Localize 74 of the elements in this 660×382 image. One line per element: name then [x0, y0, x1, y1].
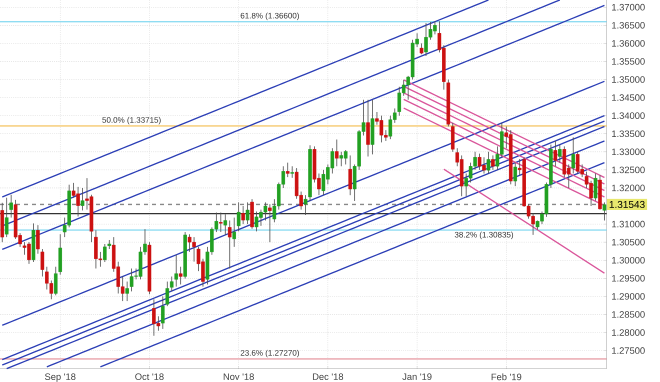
- candlestick: [178, 266, 182, 285]
- candlestick: [286, 162, 290, 178]
- candlestick: [103, 244, 107, 262]
- candlestick: [491, 155, 495, 170]
- y-tick-label: 1.31000: [612, 220, 645, 228]
- y-tick-label: 1.36500: [612, 22, 645, 29]
- x-tick-label: Jan '19: [402, 373, 432, 380]
- x-tick-label: Feb '19: [492, 373, 522, 380]
- candlestick: [40, 248, 44, 277]
- candlestick: [344, 150, 348, 165]
- candlestick: [107, 240, 112, 250]
- candlestick: [45, 266, 49, 290]
- x-tick-label: Nov '18: [224, 373, 254, 380]
- candlestick: [246, 202, 250, 224]
- y-tick-label: 1.34000: [612, 112, 645, 119]
- candlestick: [420, 42, 424, 55]
- candlestick: [232, 217, 236, 248]
- ref-line-label: 61.8% (1.36600): [240, 12, 299, 20]
- candlestick: [397, 86, 402, 116]
- y-tick-label: 1.30000: [612, 256, 645, 264]
- candlestick: [268, 204, 272, 243]
- y-tick-label: 1.30500: [612, 238, 645, 246]
- y-tick-label: 1.29000: [612, 293, 645, 300]
- candlestick: [554, 140, 558, 167]
- candlestick: [9, 194, 13, 218]
- candlestick: [602, 202, 606, 221]
- candlestick: [571, 136, 576, 174]
- y-tick-label: 1.28500: [612, 311, 645, 318]
- candlestick: [236, 202, 240, 232]
- candlestick: [513, 162, 518, 187]
- candlestick: [228, 220, 232, 269]
- candlestick: [290, 166, 294, 178]
- candlestick: [334, 139, 339, 167]
- candlestick: [241, 206, 245, 224]
- x-tick-label: Sep '18: [44, 373, 76, 382]
- x-tick-label: Oct '18: [135, 373, 164, 380]
- candlestick: [558, 144, 562, 164]
- y-tick-label: 1.36000: [612, 40, 645, 47]
- candlestick: [161, 296, 165, 330]
- candlestick: [165, 281, 170, 307]
- y-tick-label: 1.29500: [612, 275, 645, 282]
- candlestick: [54, 266, 58, 296]
- candlestick: [388, 115, 392, 140]
- candlestick: [304, 194, 308, 216]
- y-tick-label: 1.28000: [612, 329, 645, 336]
- y-tick-label: 1.35000: [612, 76, 645, 83]
- candlestick: [366, 99, 370, 157]
- y-tick-label: 1.37000: [612, 4, 645, 11]
- candlestick: [36, 224, 40, 254]
- candlestick: [219, 212, 223, 232]
- candlestick: [80, 188, 84, 211]
- candlestick: [4, 197, 8, 238]
- candlestick: [486, 151, 490, 174]
- y-tick-label: 1.33000: [612, 148, 645, 156]
- x-tick-label: Dec '18: [312, 373, 344, 380]
- y-tick-label: 1.33500: [612, 130, 645, 138]
- ref-line-label: 50.0% (1.33715): [102, 116, 161, 124]
- y-tick-label: 1.35500: [612, 58, 645, 65]
- candlestick: [125, 281, 129, 302]
- candlestick: [594, 173, 598, 201]
- candlestick: [348, 155, 352, 196]
- candlestick: [58, 234, 62, 276]
- y-tick-label: 1.32500: [612, 166, 645, 174]
- candlestick: [223, 214, 228, 236]
- candlestick: [170, 276, 174, 292]
- y-tick-label: 1.32000: [612, 184, 645, 192]
- ref-line-label: 1.31543: [610, 200, 645, 208]
- candlestick: [339, 151, 344, 167]
- y-tick-label: 1.34500: [612, 94, 645, 101]
- candlestick: [174, 254, 178, 288]
- ref-line-label: 38.2% (1.30835): [454, 232, 514, 240]
- candlestick: [450, 122, 455, 152]
- y-tick-label: 1.27500: [612, 347, 645, 354]
- ref-line-label: 23.6% (1.27270): [240, 350, 299, 358]
